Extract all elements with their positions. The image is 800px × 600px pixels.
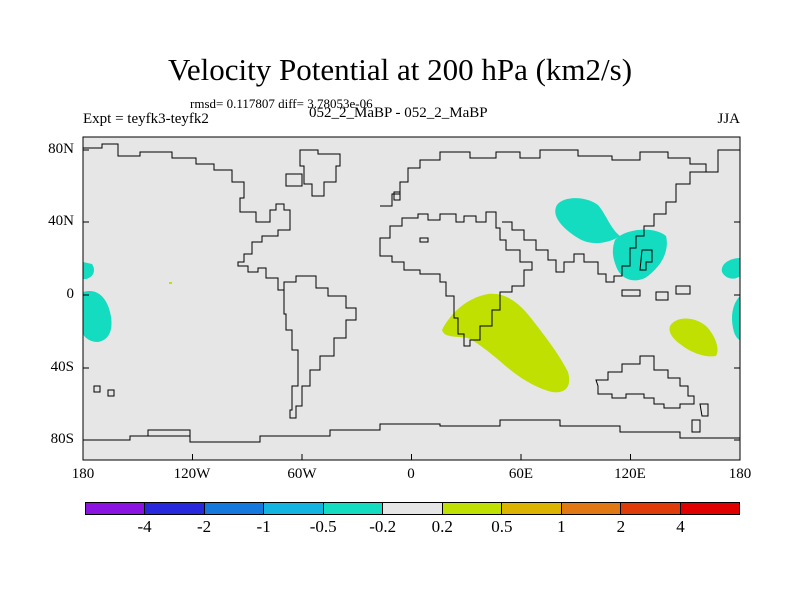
pos-anomaly-indian-ocean: [442, 293, 570, 393]
colorbar-segment: [561, 503, 622, 514]
coast-alaska-east: [706, 149, 740, 173]
neg-anomaly-pacific-east-south: [732, 296, 740, 340]
lon-label: 180: [71, 466, 95, 482]
neg-anomaly-pacific-southwest: [83, 290, 112, 342]
map-background: [83, 137, 740, 460]
lat-label: 80N: [48, 141, 74, 157]
stats-line: rmsd= 0.117807 diff= 3.78053e-06: [190, 96, 373, 111]
lat-label: 0: [66, 286, 75, 302]
coast-new-zealand: [691, 403, 709, 433]
lon-label: 0: [407, 466, 415, 482]
period-label: 052_2_MaBP - 052_2_MaBP: [309, 105, 488, 121]
coast-indonesia: [621, 285, 691, 301]
colorbar-segment: [680, 503, 739, 514]
coast-antarctica: [83, 419, 740, 443]
colorbar-segment: [323, 503, 384, 514]
colorbar-segment: [442, 503, 503, 514]
colorbar-label: 4: [676, 517, 685, 536]
lat-label: 40N: [48, 213, 74, 229]
coast-africa-eurasia: [379, 211, 533, 347]
season-label: JJA: [717, 111, 740, 127]
coast-south-america: [283, 275, 357, 419]
lon-label: 60W: [287, 466, 317, 482]
colorbar-label: 0.2: [431, 517, 453, 536]
neg-anomaly-asia-east: [612, 229, 667, 281]
neg-anomaly-asia-north: [555, 198, 620, 244]
colorbar-label: 1: [557, 517, 566, 536]
lat-label: 40S: [50, 359, 74, 375]
colorbar-label: -0.5: [309, 517, 337, 536]
coast-north-america: [83, 143, 291, 296]
coast-japan: [639, 249, 653, 271]
lon-label: 120E: [614, 466, 646, 482]
colorbar-segment: [621, 503, 681, 514]
anomaly-fields: [83, 198, 740, 393]
colorbar-segment: [502, 503, 562, 514]
colorbar: [85, 502, 740, 515]
plot-title: Velocity Potential at 200 hPa (km2/s): [167, 52, 633, 87]
lon-label: 180: [728, 466, 752, 482]
lon-label: 60E: [508, 466, 534, 482]
lon-label: 120W: [173, 466, 211, 482]
coast-islands: [93, 173, 429, 437]
coast-greenland: [299, 149, 341, 197]
coastlines: [83, 143, 740, 443]
colorbar-label: -2: [196, 517, 212, 536]
axis-ticks: [82, 149, 741, 460]
colorbar-segment: [204, 503, 265, 514]
colorbar-segment: [145, 503, 205, 514]
pos-anomaly-australia-east: [669, 318, 718, 357]
lat-label: 80S: [50, 431, 74, 447]
colorbar-segment: [264, 503, 324, 514]
pos-anomaly-dot: [169, 282, 172, 284]
coast-australia: [595, 355, 695, 409]
neg-anomaly-pacific-west: [83, 262, 94, 279]
neg-anomaly-pacific-east: [721, 258, 740, 279]
colorbar-label: -1: [256, 517, 271, 536]
colorbar-label: -0.2: [369, 517, 397, 536]
colorbar-label: -4: [137, 517, 152, 536]
colorbar-segment: [86, 503, 146, 514]
coast-eurasia-north: [380, 149, 707, 283]
experiment-label: Expt = teyfk3-teyfk2: [83, 111, 209, 127]
colorbar-label: 0.5: [491, 517, 513, 536]
colorbar-label: 2: [616, 517, 626, 536]
colorbar-segment: [383, 503, 443, 514]
